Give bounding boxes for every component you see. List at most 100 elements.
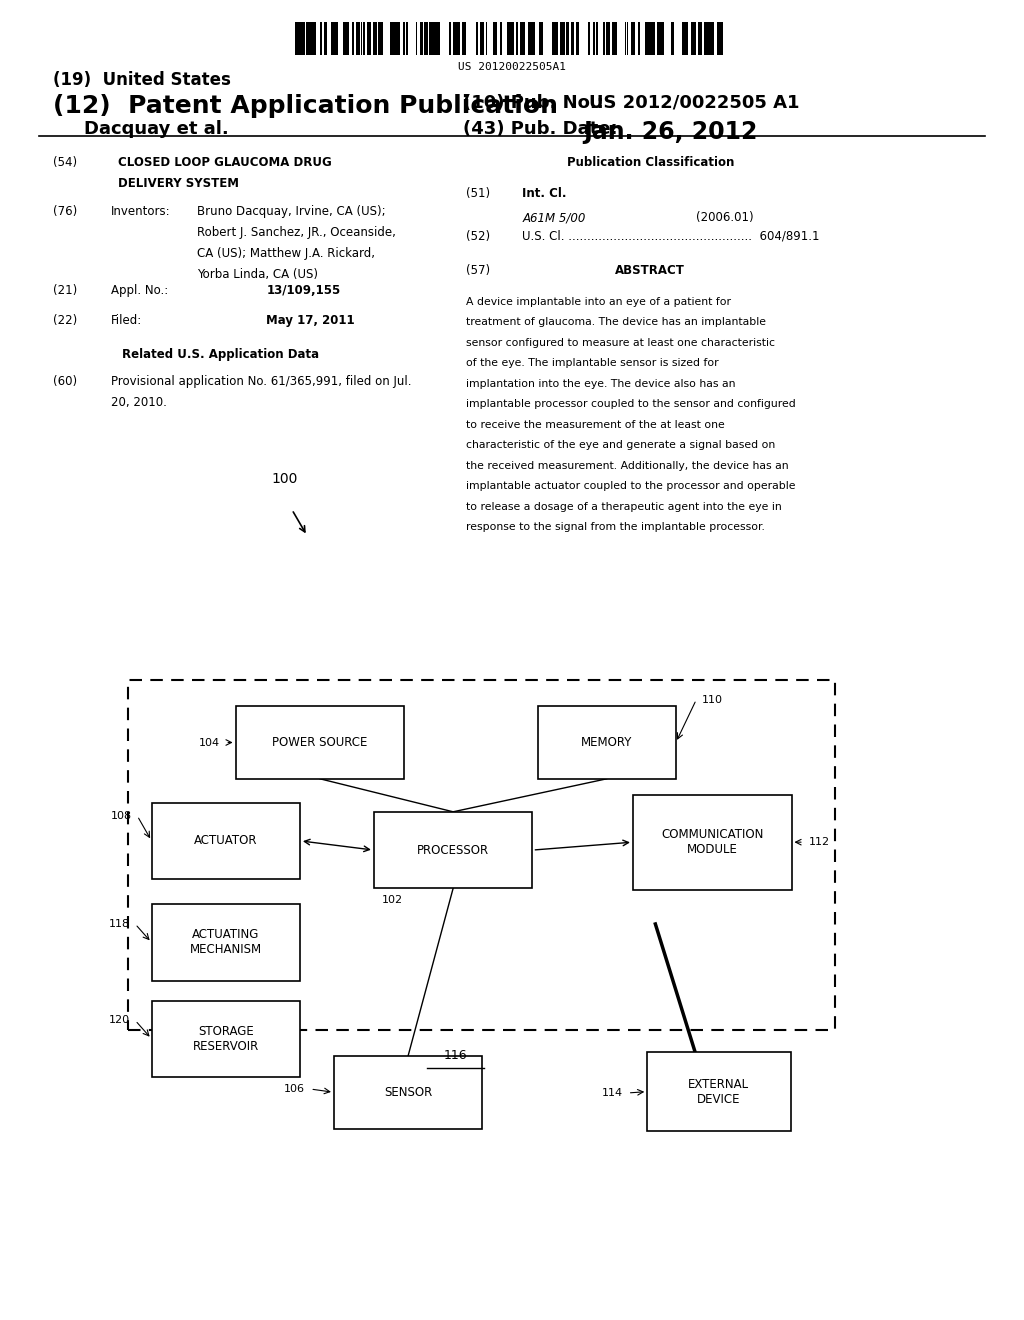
Bar bbox=[301, 22, 304, 55]
Bar bbox=[671, 22, 674, 55]
Bar bbox=[656, 22, 659, 55]
Bar bbox=[449, 22, 452, 55]
Text: 108: 108 bbox=[111, 810, 132, 821]
Bar bbox=[692, 22, 695, 55]
Bar bbox=[424, 22, 428, 55]
Bar bbox=[325, 22, 328, 55]
Bar bbox=[593, 22, 595, 55]
Text: 13/109,155: 13/109,155 bbox=[266, 284, 341, 297]
Text: (22): (22) bbox=[53, 314, 78, 327]
Bar bbox=[612, 22, 616, 55]
Text: 112: 112 bbox=[809, 837, 830, 847]
Text: MEMORY: MEMORY bbox=[581, 737, 633, 748]
Text: Appl. No.:: Appl. No.: bbox=[111, 284, 168, 297]
Bar bbox=[295, 22, 299, 55]
Bar bbox=[493, 22, 497, 55]
Bar bbox=[613, 22, 616, 55]
Bar bbox=[462, 22, 464, 55]
Text: (19)  United States: (19) United States bbox=[53, 71, 231, 90]
Text: CA (US); Matthew J.A. Rickard,: CA (US); Matthew J.A. Rickard, bbox=[197, 247, 375, 260]
Bar bbox=[311, 22, 315, 55]
Text: CLOSED LOOP GLAUCOMA DRUG: CLOSED LOOP GLAUCOMA DRUG bbox=[118, 156, 332, 169]
Bar bbox=[711, 22, 714, 55]
Bar bbox=[480, 22, 482, 55]
Text: treatment of glaucoma. The device has an implantable: treatment of glaucoma. The device has an… bbox=[466, 317, 766, 327]
Bar bbox=[509, 22, 513, 55]
Bar bbox=[299, 22, 301, 55]
Bar bbox=[391, 22, 395, 55]
Bar bbox=[378, 22, 380, 55]
Text: to release a dosage of a therapeutic agent into the eye in: to release a dosage of a therapeutic age… bbox=[466, 502, 781, 512]
Bar bbox=[352, 22, 354, 55]
Bar bbox=[343, 22, 347, 55]
Bar bbox=[345, 22, 348, 55]
Text: ACTUATING
MECHANISM: ACTUATING MECHANISM bbox=[189, 928, 262, 957]
Text: implantable processor coupled to the sensor and configured: implantable processor coupled to the sen… bbox=[466, 399, 796, 409]
Bar bbox=[429, 22, 431, 55]
Text: 102: 102 bbox=[382, 895, 403, 906]
Bar bbox=[527, 22, 531, 55]
Bar bbox=[572, 22, 574, 55]
Text: Inventors:: Inventors: bbox=[111, 205, 170, 218]
Bar bbox=[390, 22, 393, 55]
Text: (76): (76) bbox=[53, 205, 78, 218]
Bar bbox=[362, 22, 366, 55]
Bar bbox=[632, 22, 635, 55]
Bar bbox=[522, 22, 525, 55]
Text: ABSTRACT: ABSTRACT bbox=[615, 264, 685, 277]
Bar bbox=[720, 22, 723, 55]
Bar bbox=[692, 22, 695, 55]
Text: (10) Pub. No.:: (10) Pub. No.: bbox=[463, 94, 604, 112]
Bar bbox=[420, 22, 422, 55]
Bar bbox=[697, 22, 701, 55]
Text: implantation into the eye. The device also has an: implantation into the eye. The device al… bbox=[466, 379, 735, 389]
Bar bbox=[633, 22, 636, 55]
Bar bbox=[553, 22, 554, 55]
Bar bbox=[380, 22, 383, 55]
Bar bbox=[570, 22, 574, 55]
Bar bbox=[437, 22, 440, 55]
Bar bbox=[430, 22, 434, 55]
Bar bbox=[355, 22, 359, 55]
Bar bbox=[596, 22, 598, 55]
Text: SENSOR: SENSOR bbox=[384, 1086, 432, 1098]
Bar bbox=[434, 22, 437, 55]
Bar bbox=[521, 22, 524, 55]
Bar bbox=[686, 22, 688, 55]
Bar bbox=[710, 22, 714, 55]
Bar bbox=[647, 22, 649, 55]
Text: 110: 110 bbox=[701, 694, 723, 705]
Bar bbox=[625, 22, 627, 55]
Bar bbox=[485, 22, 487, 55]
Bar bbox=[374, 812, 532, 888]
Bar bbox=[331, 22, 333, 55]
Bar bbox=[510, 22, 514, 55]
Text: 104: 104 bbox=[199, 738, 220, 747]
Text: Bruno Dacquay, Irvine, CA (US);: Bruno Dacquay, Irvine, CA (US); bbox=[197, 205, 385, 218]
Bar bbox=[344, 22, 348, 55]
Text: characteristic of the eye and generate a signal based on: characteristic of the eye and generate a… bbox=[466, 441, 775, 450]
Bar bbox=[402, 22, 406, 55]
Text: Provisional application No. 61/365,991, filed on Jul.: Provisional application No. 61/365,991, … bbox=[111, 375, 411, 388]
Bar bbox=[575, 22, 579, 55]
Bar bbox=[555, 22, 558, 55]
Bar bbox=[507, 22, 510, 55]
Bar bbox=[516, 22, 517, 55]
Bar bbox=[369, 22, 371, 55]
Bar bbox=[570, 22, 574, 55]
Text: (57): (57) bbox=[466, 264, 490, 277]
Bar bbox=[717, 22, 719, 55]
Text: 20, 2010.: 20, 2010. bbox=[111, 396, 167, 409]
Text: DELIVERY SYSTEM: DELIVERY SYSTEM bbox=[118, 177, 239, 190]
Text: ACTUATOR: ACTUATOR bbox=[194, 834, 258, 847]
Text: STORAGE
RESERVOIR: STORAGE RESERVOIR bbox=[193, 1024, 259, 1053]
Bar bbox=[463, 22, 466, 55]
Bar bbox=[335, 22, 338, 55]
Bar bbox=[345, 22, 348, 55]
Bar bbox=[319, 22, 322, 55]
Bar bbox=[719, 22, 722, 55]
Text: Related U.S. Application Data: Related U.S. Application Data bbox=[122, 348, 318, 362]
Bar bbox=[360, 22, 362, 55]
Bar bbox=[606, 22, 609, 55]
Text: sensor configured to measure at least one characteristic: sensor configured to measure at least on… bbox=[466, 338, 775, 348]
